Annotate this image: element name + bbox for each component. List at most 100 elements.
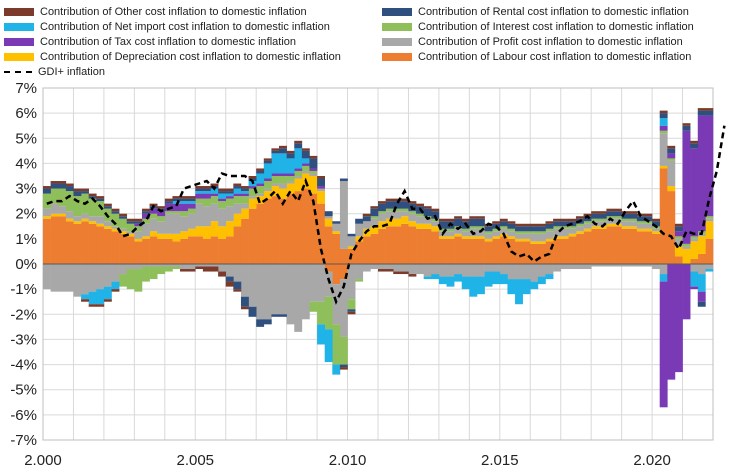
bar-profit-negative xyxy=(644,264,653,267)
bar-other xyxy=(317,176,326,179)
bar-interest xyxy=(705,216,714,219)
bar-rental xyxy=(476,218,485,227)
bar-labour xyxy=(309,193,318,264)
bar-rental xyxy=(598,213,607,219)
bar-other xyxy=(682,123,691,126)
bar-rental xyxy=(187,198,196,202)
bar-profit-negative xyxy=(560,264,569,270)
bar-interest xyxy=(385,208,394,212)
bar-other xyxy=(431,208,440,212)
bar-profit-negative xyxy=(537,264,546,277)
bar-labour xyxy=(454,236,463,264)
bar-interest xyxy=(58,188,67,207)
bar-profit xyxy=(385,211,394,219)
bar-rental xyxy=(339,178,348,182)
bar-other-negative xyxy=(225,281,234,287)
bar-net-import xyxy=(659,118,668,126)
bar-rental xyxy=(515,226,523,232)
bar-interest xyxy=(522,231,531,234)
bar-other-negative xyxy=(88,304,97,307)
bar-labour xyxy=(248,208,257,264)
bar-other xyxy=(454,216,463,219)
bar-profit-negative xyxy=(507,264,516,280)
bar-other xyxy=(515,223,523,227)
bar-depreciation xyxy=(393,218,402,227)
bar-interest xyxy=(96,201,105,217)
bar-net-import xyxy=(180,201,188,204)
y-tick-label: 3% xyxy=(15,181,37,198)
bar-tax xyxy=(301,163,310,166)
bar-other xyxy=(370,206,379,209)
legend-item-other: Contribution of Other cost inflation to … xyxy=(4,6,307,19)
bar-other xyxy=(88,193,97,197)
bar-interest xyxy=(507,228,516,232)
bar-labour xyxy=(522,241,531,264)
bar-labour xyxy=(568,236,577,264)
bar-tax xyxy=(690,148,699,237)
bar-net-import-negative xyxy=(697,274,706,292)
bar-profit xyxy=(332,223,341,232)
bar-other xyxy=(134,218,143,222)
bar-net-import xyxy=(301,158,310,164)
bar-tax xyxy=(202,193,211,199)
bar-interest xyxy=(484,231,493,234)
bar-profit xyxy=(218,208,227,227)
bar-interest-negative xyxy=(149,266,158,280)
bar-profit-negative xyxy=(636,264,645,267)
bar-interest xyxy=(461,228,470,232)
bar-labour xyxy=(598,228,607,264)
bar-other xyxy=(73,188,82,192)
bar-interest xyxy=(172,211,181,214)
bar-labour xyxy=(58,216,67,264)
bar-labour xyxy=(606,226,615,264)
bar-profit xyxy=(362,221,371,229)
bar-profit xyxy=(674,238,683,247)
bar-profit-negative xyxy=(606,264,615,267)
bar-depreciation xyxy=(324,218,333,227)
bar-depreciation xyxy=(43,216,51,219)
bar-profit xyxy=(149,218,158,232)
bar-profit xyxy=(248,196,257,199)
bar-profit xyxy=(309,173,318,176)
bar-labour xyxy=(378,228,386,264)
bar-rental xyxy=(553,221,562,227)
bar-profit xyxy=(339,181,348,249)
bar-other xyxy=(499,218,508,222)
y-tick-label: 2% xyxy=(15,206,37,223)
bar-depreciation xyxy=(545,238,554,242)
bar-net-import-negative xyxy=(96,289,105,305)
bar-depreciation xyxy=(73,221,82,224)
bar-profit-negative xyxy=(210,264,219,267)
bar-profit-negative xyxy=(119,264,128,275)
bar-profit xyxy=(263,188,272,192)
bar-interest xyxy=(65,191,74,212)
bar-depreciation xyxy=(347,246,356,249)
bar-other xyxy=(659,110,668,114)
bar-interest-negative xyxy=(119,274,128,287)
bar-net-import-negative xyxy=(476,276,485,295)
bar-depreciation xyxy=(271,186,280,197)
bar-rental-negative xyxy=(339,364,348,368)
bar-labour xyxy=(279,198,287,264)
bar-profit-negative xyxy=(355,264,364,280)
bar-depreciation xyxy=(103,226,112,229)
bar-interest xyxy=(553,226,562,229)
bar-labour xyxy=(96,226,105,264)
bar-other xyxy=(400,198,409,202)
bar-tax xyxy=(240,193,249,197)
legend-label-interest: Contribution of Interest cost inflation … xyxy=(418,21,694,33)
bar-net-import-negative xyxy=(507,279,516,295)
bar-rental xyxy=(180,198,188,202)
bar-profit-negative xyxy=(164,264,173,267)
bar-profit xyxy=(240,203,249,209)
bar-other xyxy=(103,203,112,207)
bar-interest xyxy=(134,226,143,232)
bar-profit xyxy=(119,228,128,232)
bar-other xyxy=(408,201,417,204)
legend-swatch-labour xyxy=(382,53,412,62)
bar-other-negative xyxy=(233,289,242,292)
bar-profit xyxy=(583,223,592,229)
bar-rental-negative xyxy=(240,296,249,307)
bar-interest xyxy=(560,226,569,229)
